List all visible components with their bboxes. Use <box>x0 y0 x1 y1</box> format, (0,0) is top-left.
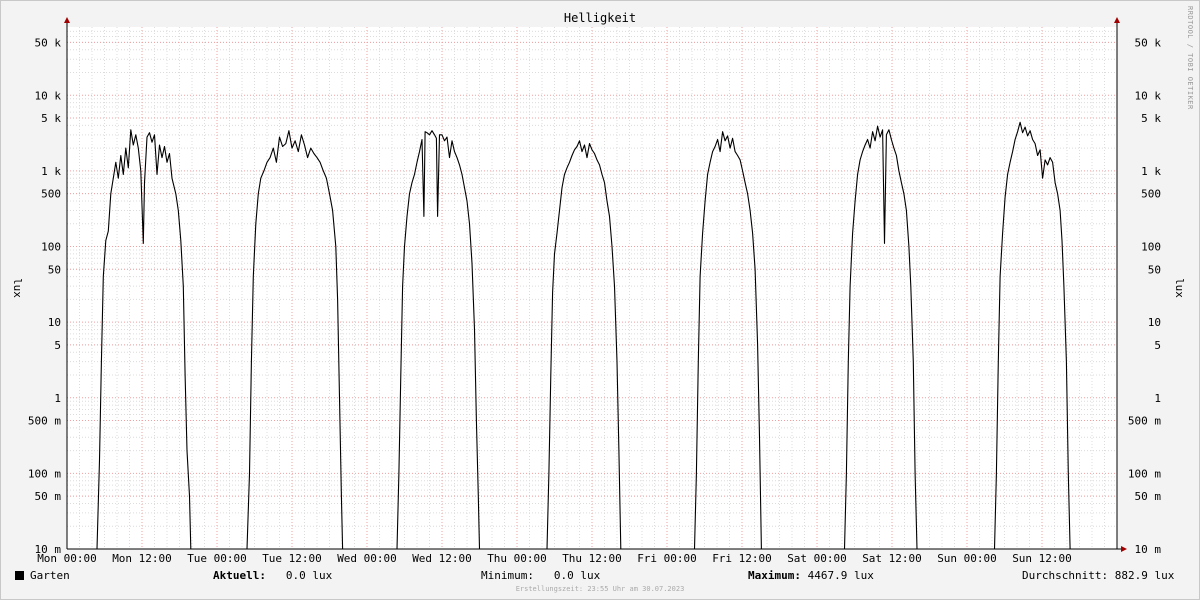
max-label: Maximum: <box>748 569 801 582</box>
avg-label: Durchschnitt: <box>1022 569 1109 582</box>
y-tick-label: 1 k <box>41 165 61 178</box>
y-tick-label-right: 50 k <box>1135 36 1162 49</box>
y-tick-label: 5 k <box>41 112 61 125</box>
y-tick-label-right: 500 <box>1141 188 1161 201</box>
rrdtool-watermark: RRDTOOL / TOBI OETIKER <box>1186 6 1194 110</box>
x-tick-label: Thu 00:00 <box>487 552 547 565</box>
avg-value: 882.9 lux <box>1114 569 1175 582</box>
y-tick-label-right: 10 k <box>1135 89 1162 102</box>
y-tick-label-right: 50 m <box>1135 490 1162 503</box>
x-tick-label: Sat 00:00 <box>787 552 847 565</box>
creation-time-footer: Erstellungszeit: 23:55 Uhr am 30.07.2023 <box>515 585 685 593</box>
y-tick-label: 50 m <box>35 490 62 503</box>
x-tick-label: Tue 12:00 <box>262 552 322 565</box>
min-label: Minimum: <box>481 569 534 582</box>
x-tick-label: Sun 12:00 <box>1012 552 1072 565</box>
x-tick-label: Mon 12:00 <box>112 552 172 565</box>
x-tick-label: Sat 12:00 <box>862 552 922 565</box>
x-tick-label: Fri 12:00 <box>712 552 772 565</box>
x-tick-label: Tue 00:00 <box>187 552 247 565</box>
y-tick-label: 100 <box>41 241 61 254</box>
legend-series: Garten <box>15 569 70 582</box>
y-tick-label: 10 <box>48 316 61 329</box>
y-tick-label: 50 <box>48 263 61 276</box>
chart-title: Helligkeit <box>564 11 636 25</box>
legend-series-label: Garten <box>30 569 70 582</box>
y-tick-label-right: 1 <box>1154 392 1161 405</box>
y-tick-label: 5 <box>54 339 61 352</box>
legend-minimum: Minimum: 0.0 lux <box>481 569 600 582</box>
y-tick-label-right: 10 <box>1148 316 1161 329</box>
current-label: Aktuell: <box>213 569 266 582</box>
y-tick-label: 500 <box>41 188 61 201</box>
max-value: 4467.9 lux <box>807 569 874 582</box>
y-tick-label-right: 100 m <box>1128 467 1161 480</box>
x-tick-label: Wed 12:00 <box>412 552 472 565</box>
x-tick-label: Sun 00:00 <box>937 552 997 565</box>
legend-swatch <box>15 571 24 580</box>
series-line-garten <box>67 121 1117 550</box>
y-tick-label-right: 5 k <box>1141 112 1161 125</box>
legend-average: Durchschnitt: 882.9 lux <box>1022 569 1174 582</box>
y-tick-label-right: 500 m <box>1128 415 1161 428</box>
x-axis-arrow <box>1121 546 1127 552</box>
y-tick-label-right: 5 <box>1154 339 1161 352</box>
y-tick-label: 1 <box>54 392 61 405</box>
y-tick-label-right: 10 m <box>1135 543 1162 556</box>
y-tick-label: 10 k <box>35 89 62 102</box>
y-tick-label-right: 50 <box>1148 263 1161 276</box>
x-tick-label: Thu 12:00 <box>562 552 622 565</box>
x-tick-label: Fri 00:00 <box>637 552 697 565</box>
y-tick-label: 100 m <box>28 467 61 480</box>
min-value: 0.0 lux <box>553 569 601 582</box>
x-tick-label: Wed 00:00 <box>337 552 397 565</box>
y-axis-arrow <box>64 17 70 23</box>
x-tick-label: Mon 00:00 <box>37 552 97 565</box>
y-tick-label-right: 100 <box>1141 241 1161 254</box>
y-axis-right-arrow <box>1114 17 1120 23</box>
legend-current: Aktuell: 0.0 lux <box>213 569 332 582</box>
legend-maximum: Maximum: 4467.9 lux <box>748 569 874 582</box>
current-value: 0.0 lux <box>285 569 333 582</box>
y-tick-label: 500 m <box>28 415 61 428</box>
y-tick-label-right: 1 k <box>1141 165 1161 178</box>
y-axis-label: lux <box>11 278 24 298</box>
y-tick-label: 10 m <box>35 543 62 556</box>
y-tick-label: 50 k <box>35 36 62 49</box>
y-axis-label-right: lux <box>1173 278 1186 298</box>
